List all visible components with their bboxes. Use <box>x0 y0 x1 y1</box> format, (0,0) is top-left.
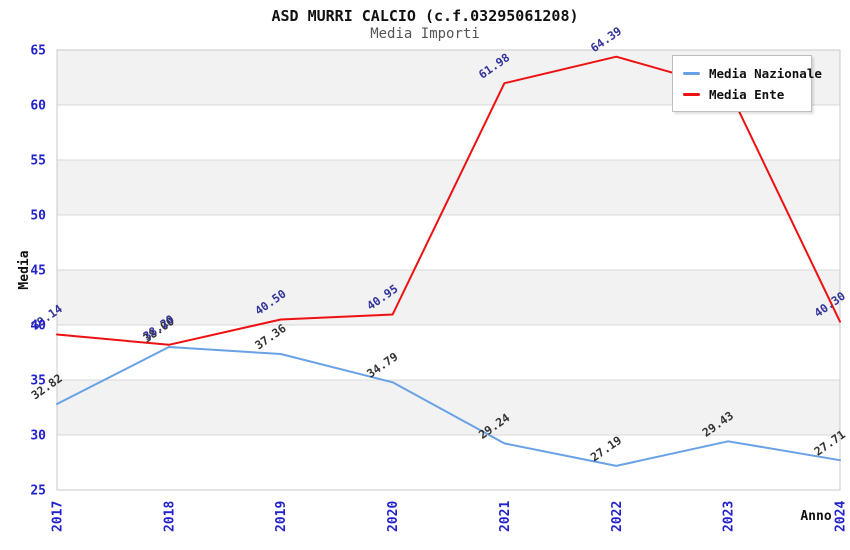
x-tick-label: 2019 <box>274 501 289 532</box>
x-tick-label: 2022 <box>610 501 625 532</box>
x-tick-label: 2023 <box>722 501 737 532</box>
x-axis-title: Anno <box>800 509 831 524</box>
chart-subtitle: Media Importi <box>370 26 480 42</box>
series-line-media-nazionale <box>56 346 841 467</box>
grid-band <box>57 270 840 325</box>
legend-label: Media Nazionale <box>709 66 822 81</box>
point-label: 27.19 <box>588 433 624 464</box>
chart-title: ASD MURRI CALCIO (c.f.03295061208) <box>271 7 579 25</box>
legend-swatch-media-ente-icon <box>683 93 700 96</box>
legend: Media Nazionale Media Ente <box>672 55 822 112</box>
x-tick-label: 2021 <box>498 501 513 532</box>
x-tick-label: 2024 <box>834 501 849 532</box>
legend-label: Media Ente <box>709 87 785 102</box>
x-tick-label: 2018 <box>162 501 177 532</box>
y-tick-label: 35 <box>30 374 46 389</box>
x-tick-label: 2017 <box>51 501 66 532</box>
y-axis-title: Media <box>17 250 32 289</box>
legend-item-media-nazionale: Media Nazionale <box>683 66 822 81</box>
plot-frame <box>56 49 841 491</box>
legend-item-media-ente: Media Ente <box>683 87 801 102</box>
y-tick-label: 60 <box>30 99 46 114</box>
point-label: 34.79 <box>364 349 400 380</box>
grid-band <box>57 160 840 215</box>
x-tick-label: 2020 <box>386 501 401 532</box>
y-tick-label: 55 <box>30 154 46 169</box>
y-tick-label: 25 <box>30 484 46 499</box>
y-tick-label: 50 <box>30 209 46 224</box>
y-tick-label: 40 <box>30 319 46 334</box>
y-tick-label: 45 <box>30 264 46 279</box>
legend-swatch-media-nazionale-icon <box>683 72 700 75</box>
y-tick-label: 30 <box>30 429 46 444</box>
grid-band <box>57 380 840 435</box>
y-tick-label: 65 <box>30 44 46 59</box>
